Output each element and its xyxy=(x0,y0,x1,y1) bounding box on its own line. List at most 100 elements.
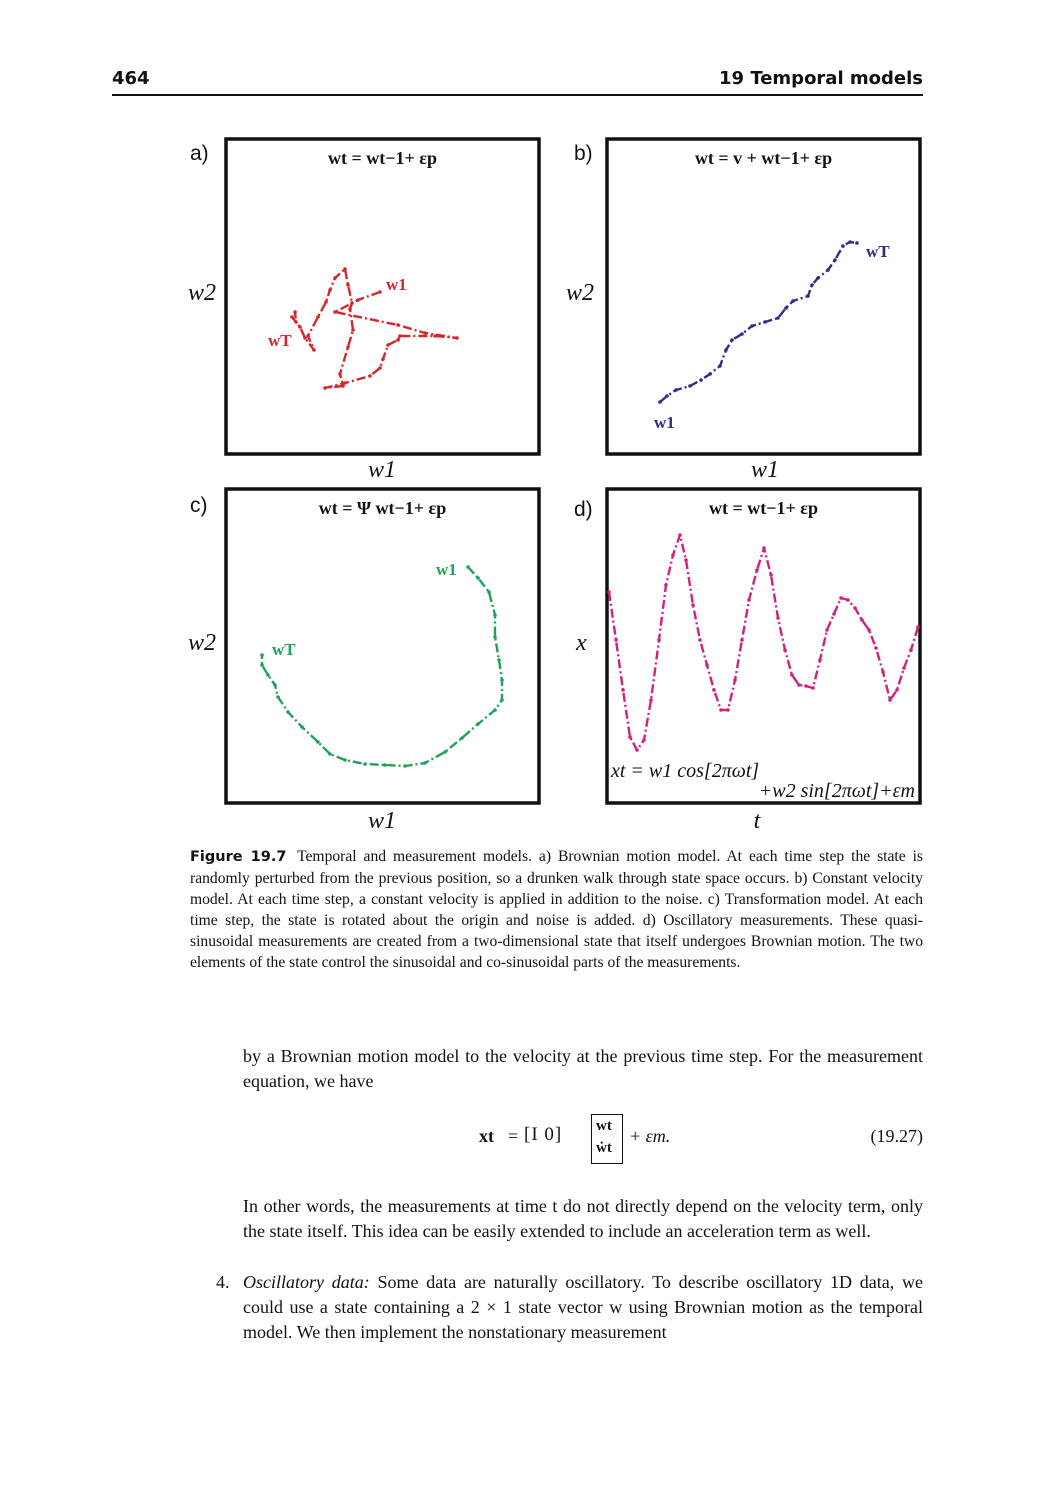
equation-vector: wt ẇt xyxy=(591,1114,623,1164)
trajectory-point xyxy=(396,338,400,342)
trajectory-point xyxy=(286,710,290,714)
trajectory-point xyxy=(493,708,497,712)
trajectory-point xyxy=(818,658,822,662)
x-axis-label: w1 xyxy=(368,457,396,483)
trajectory-point xyxy=(398,334,402,338)
trajectory-point xyxy=(712,688,716,692)
trajectory-point xyxy=(810,283,814,287)
trajectory-point xyxy=(423,331,427,335)
trajectory-line xyxy=(290,267,459,390)
trajectory-point xyxy=(740,332,744,336)
trajectory-point xyxy=(790,673,794,677)
trajectory-point xyxy=(460,736,464,740)
trajectory-point xyxy=(763,320,767,324)
trajectory-point xyxy=(614,638,618,642)
y-axis-label: w2 xyxy=(188,280,216,306)
trajectory-point xyxy=(867,628,871,632)
trajectory-point xyxy=(294,320,298,324)
trajectory-point xyxy=(784,306,788,310)
trajectory-point xyxy=(324,300,328,304)
trajectory-point xyxy=(293,310,297,314)
equation-equals: = xyxy=(508,1126,519,1146)
trajectory-point xyxy=(755,568,759,572)
trajectory-point xyxy=(378,290,382,294)
trajectory-point xyxy=(724,348,728,352)
panel-label: b) xyxy=(574,142,593,165)
trajectory-point xyxy=(832,612,836,616)
vector-bottom: ẇt xyxy=(596,1140,612,1156)
equation-number: (19.27) xyxy=(870,1126,924,1146)
x-axis-label: w1 xyxy=(368,808,396,834)
trajectory-point xyxy=(493,613,497,617)
figure-caption: Figure 19.7 Temporal and measurement mod… xyxy=(190,846,923,973)
trajectory-point xyxy=(642,738,646,742)
end-label: wT xyxy=(272,640,296,659)
trajectory-point xyxy=(383,763,387,767)
start-label: w1 xyxy=(386,275,407,294)
end-label: wT xyxy=(268,331,292,350)
trajectory-point xyxy=(874,646,878,650)
trajectory-point xyxy=(804,684,808,688)
trajectory-point xyxy=(797,683,801,687)
trajectory-point xyxy=(769,573,773,577)
trajectory-point xyxy=(658,400,662,404)
figure-19-7: a) wt = wt−1+ εp w2 w1 w1 wT b) wt = v + wt−1+ … xyxy=(188,137,922,834)
panel-frame xyxy=(224,487,541,805)
measurement-equation-line2: +w2 sin[2πωt]+εm xyxy=(759,780,915,802)
trajectory-point xyxy=(343,381,347,385)
trajectory-point xyxy=(396,323,400,327)
x-axis-label: t xyxy=(754,808,762,834)
trajectory-point xyxy=(733,678,737,682)
paragraph-2: In other words, the measurements at time… xyxy=(243,1196,923,1241)
trajectory-point xyxy=(730,338,734,342)
trajectory-point xyxy=(853,606,857,610)
trajectory-point xyxy=(825,628,829,632)
trajectory-point xyxy=(312,348,316,352)
trajectory-point xyxy=(403,764,407,768)
trajectory-point xyxy=(328,288,332,292)
trajectory-point xyxy=(691,603,695,607)
y-axis-label: w2 xyxy=(188,630,216,656)
trajectory-point xyxy=(290,315,294,319)
trajectory-point xyxy=(497,658,501,662)
panel-equation: wt = Ψ wt−1+ εp xyxy=(319,498,447,518)
y-axis-label: w2 xyxy=(566,280,594,306)
caption-label: Figure 19.7 xyxy=(190,849,287,865)
trajectory-point xyxy=(839,596,843,600)
trajectory-point xyxy=(487,590,491,594)
trajectory-point xyxy=(423,761,427,765)
trajectory-point xyxy=(750,324,754,328)
trajectory-point xyxy=(699,378,703,382)
list-item-number: 4. xyxy=(216,1272,230,1292)
list-item-text: Some data are naturally oscillatory. To … xyxy=(243,1272,923,1342)
equation-lhs: xt xyxy=(479,1126,494,1146)
trajectory-point xyxy=(343,758,347,762)
trajectory-point xyxy=(664,583,668,587)
trajectory-point xyxy=(433,334,437,338)
trajectory-point xyxy=(718,364,722,368)
trajectory-point xyxy=(300,725,304,729)
trajectory-point xyxy=(607,590,611,594)
trajectory-point xyxy=(783,648,787,652)
trajectory-point xyxy=(916,625,920,629)
panel-frame xyxy=(224,137,541,456)
trajectory-point xyxy=(298,325,302,329)
trajectory-point xyxy=(476,722,480,726)
trajectory-point xyxy=(260,663,264,667)
x-axis-label: w1 xyxy=(751,457,779,483)
trajectory-point xyxy=(316,315,320,319)
equation-matrix: [I 0] xyxy=(524,1124,563,1145)
trajectory-point xyxy=(316,740,320,744)
trajectory-point xyxy=(811,686,815,690)
panel-frame xyxy=(605,487,922,805)
trajectory-point xyxy=(378,366,382,370)
panel-equation: wt = wt−1+ εp xyxy=(709,498,818,518)
trajectory-point xyxy=(381,357,385,361)
trajectory-point xyxy=(266,673,270,677)
paragraph-1: by a Brownian motion model to the veloci… xyxy=(243,1046,923,1091)
trajectory-point xyxy=(665,394,669,398)
trajectory-point xyxy=(747,598,751,602)
trajectory-point xyxy=(649,698,653,702)
trajectory-point xyxy=(333,276,337,280)
trajectory-point xyxy=(657,638,661,642)
